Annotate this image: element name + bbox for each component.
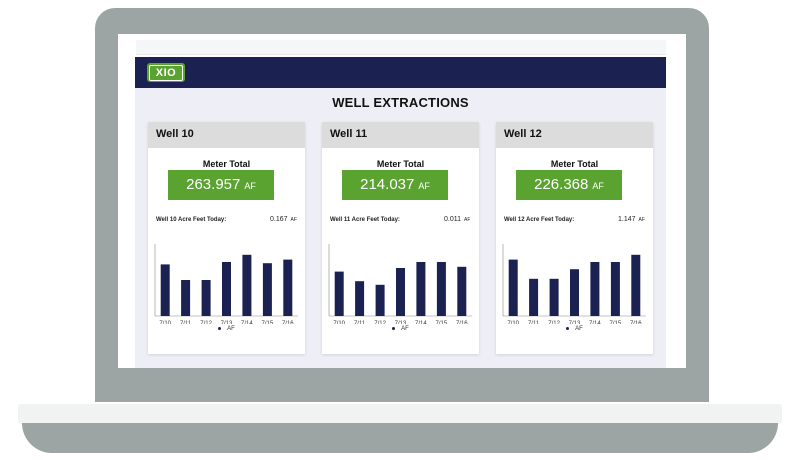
x-tick-label: 7/14 bbox=[241, 321, 253, 324]
chart-bar[interactable] bbox=[631, 254, 641, 316]
meter-total-unit: AF bbox=[244, 181, 256, 191]
x-tick-label: 7/11 bbox=[528, 321, 540, 324]
acre-feet-today-label: Well 11 Acre Feet Today: bbox=[330, 217, 400, 223]
x-tick-label: 7/10 bbox=[159, 321, 171, 324]
legend-label: AF bbox=[575, 326, 583, 332]
laptop-base bbox=[22, 423, 778, 453]
meter-total-value: 263.957 bbox=[186, 176, 241, 193]
chart-bar[interactable] bbox=[416, 262, 426, 316]
acre-feet-today-value: 0.167 bbox=[270, 216, 288, 223]
app-header: XIO bbox=[135, 57, 666, 88]
chart-bar[interactable] bbox=[242, 254, 252, 316]
well-card: Well 10 Meter Total 263.957 AF Well 10 A… bbox=[148, 122, 305, 354]
x-tick-label: 7/15 bbox=[436, 321, 448, 324]
meter-total-box: 263.957 AF bbox=[168, 170, 274, 200]
meter-total-value: 214.037 bbox=[360, 176, 415, 193]
card-title: Well 11 bbox=[330, 128, 368, 140]
legend-label: AF bbox=[227, 326, 235, 332]
chart-bar[interactable] bbox=[436, 262, 446, 316]
laptop-base-top bbox=[18, 404, 782, 424]
chart-bar[interactable] bbox=[396, 268, 405, 316]
meter-total-label: Meter Total bbox=[376, 159, 425, 169]
x-tick-label: 7/16 bbox=[282, 321, 294, 324]
x-tick-label: 7/13 bbox=[395, 321, 407, 324]
main-content: WELL EXTRACTIONS Well 10 Meter Total 263… bbox=[135, 88, 666, 368]
card-title: Well 10 bbox=[156, 128, 194, 140]
chart-legend: AF bbox=[148, 326, 305, 332]
logo-text: XIO bbox=[149, 64, 183, 81]
meter-total-box: 226.368 AF bbox=[516, 170, 622, 200]
acre-feet-today-label: Well 10 Acre Feet Today: bbox=[156, 217, 227, 223]
x-tick-label: 7/13 bbox=[569, 321, 581, 324]
x-tick-label: 7/15 bbox=[610, 321, 622, 324]
legend-marker-icon bbox=[392, 326, 396, 330]
chart-bar[interactable] bbox=[570, 269, 579, 316]
meter-total-label: Meter Total bbox=[550, 159, 599, 169]
chart-bar[interactable] bbox=[375, 284, 385, 316]
acre-feet-today-value: 1.147 bbox=[618, 216, 636, 223]
chart-bar[interactable] bbox=[549, 278, 559, 316]
chart-bar[interactable] bbox=[222, 262, 231, 316]
x-tick-label: 7/16 bbox=[456, 321, 468, 324]
chart-bar[interactable] bbox=[508, 259, 518, 316]
x-tick-label: 7/11 bbox=[354, 321, 366, 324]
x-tick-label: 7/13 bbox=[221, 321, 233, 324]
chart-bar[interactable] bbox=[334, 271, 344, 316]
legend-marker-icon bbox=[566, 326, 570, 330]
bar-chart: 7/10 7/11 7/12 7/13 7/14 7/15 7/16 bbox=[502, 244, 646, 324]
chart-legend: AF bbox=[496, 326, 653, 332]
bar-chart: 7/10 7/11 7/12 7/13 7/14 7/15 7/16 bbox=[154, 244, 298, 324]
x-tick-label: 7/14 bbox=[589, 321, 601, 324]
acre-feet-today: 0.011 AF bbox=[444, 216, 470, 223]
chart-bar[interactable] bbox=[610, 262, 620, 316]
x-tick-label: 7/12 bbox=[548, 321, 560, 324]
acre-feet-today-unit: AF bbox=[464, 217, 471, 223]
browser-bar bbox=[136, 40, 666, 55]
chart-bar[interactable] bbox=[529, 278, 539, 316]
chart-bar[interactable] bbox=[355, 281, 365, 316]
well-card: Well 12 Meter Total 226.368 AF Well 12 A… bbox=[496, 122, 653, 354]
page-title: WELL EXTRACTIONS bbox=[332, 95, 469, 110]
chart-bar[interactable] bbox=[160, 264, 170, 316]
meter-total-unit: AF bbox=[418, 181, 430, 191]
card-header: Well 12 bbox=[496, 122, 653, 148]
bar-chart: 7/10 7/11 7/12 7/13 7/14 7/15 7/16 bbox=[328, 244, 472, 324]
x-tick-label: 7/14 bbox=[415, 321, 427, 324]
acre-feet-today-unit: AF bbox=[638, 217, 645, 223]
meter-total-unit: AF bbox=[592, 181, 604, 191]
x-tick-label: 7/10 bbox=[507, 321, 519, 324]
chart-legend: AF bbox=[322, 326, 479, 332]
chart-bar[interactable] bbox=[283, 259, 293, 316]
card-header: Well 10 bbox=[148, 122, 305, 148]
card-title: Well 12 bbox=[504, 128, 542, 140]
acre-feet-today-label: Well 12 Acre Feet Today: bbox=[504, 217, 575, 223]
x-tick-label: 7/11 bbox=[180, 321, 192, 324]
chart-bar[interactable] bbox=[181, 280, 191, 316]
x-tick-label: 7/15 bbox=[262, 321, 274, 324]
legend-label: AF bbox=[401, 326, 409, 332]
x-tick-label: 7/12 bbox=[374, 321, 386, 324]
legend-marker-icon bbox=[218, 326, 222, 330]
chart-bar[interactable] bbox=[262, 263, 272, 316]
x-tick-label: 7/16 bbox=[630, 321, 642, 324]
meter-total-label: Meter Total bbox=[202, 159, 251, 169]
chart-bar[interactable] bbox=[457, 266, 467, 316]
xio-logo[interactable]: XIO bbox=[147, 63, 185, 82]
acre-feet-today-value: 0.011 bbox=[444, 216, 461, 223]
chart-bar[interactable] bbox=[201, 280, 211, 316]
meter-total-value: 226.368 bbox=[534, 176, 589, 193]
card-header: Well 11 bbox=[322, 122, 479, 148]
acre-feet-today: 0.167 AF bbox=[270, 216, 297, 223]
chart-bar[interactable] bbox=[590, 262, 600, 316]
well-card: Well 11 Meter Total 214.037 AF Well 11 A… bbox=[322, 122, 479, 354]
laptop-screen: XIO WELL EXTRACTIONS Well 10 Meter Total… bbox=[118, 34, 686, 368]
x-tick-label: 7/12 bbox=[200, 321, 212, 324]
acre-feet-today-unit: AF bbox=[290, 217, 297, 223]
x-tick-label: 7/10 bbox=[333, 321, 345, 324]
meter-total-box: 214.037 AF bbox=[342, 170, 448, 200]
acre-feet-today: 1.147 AF bbox=[618, 216, 645, 223]
